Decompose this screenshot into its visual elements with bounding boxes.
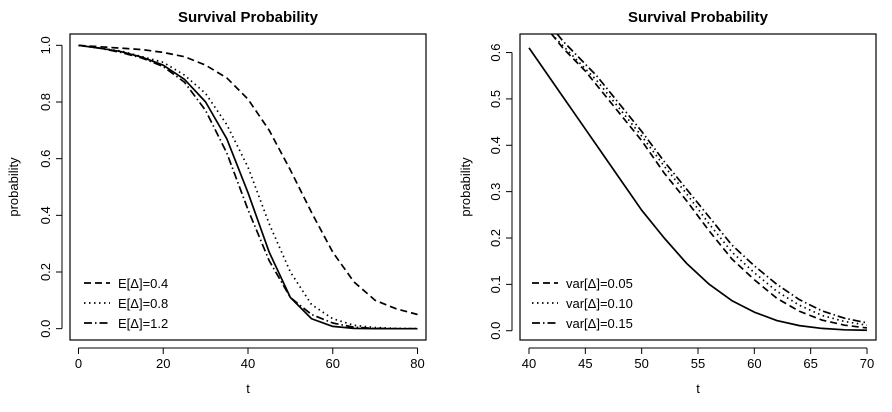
x-tick-label: 45 bbox=[578, 356, 592, 371]
series-line-dashed bbox=[550, 34, 868, 329]
y-tick-label: 1.0 bbox=[38, 36, 53, 54]
series-line-dotted bbox=[78, 44, 418, 330]
legend-label: E[Δ]=1.2 bbox=[118, 316, 168, 331]
plot-frame bbox=[69, 33, 427, 341]
legend-label: var[Δ]=0.15 bbox=[566, 316, 633, 331]
x-tick-label: 65 bbox=[803, 356, 817, 371]
series-line-dashed bbox=[78, 44, 418, 316]
legend-label: E[Δ]=0.4 bbox=[118, 276, 168, 291]
x-tick-label: 80 bbox=[410, 356, 424, 371]
x-tick-label: 40 bbox=[522, 356, 536, 371]
y-tick-label: 0.1 bbox=[488, 275, 503, 293]
series-line-solid bbox=[528, 47, 868, 332]
series-line-dashdot bbox=[556, 34, 868, 324]
y-tick-label: 0.4 bbox=[488, 136, 503, 154]
x-tick-label: 0 bbox=[75, 356, 82, 371]
y-axis-label: probability bbox=[6, 157, 21, 217]
x-axis-label: t bbox=[246, 381, 250, 396]
panel-2: Survival Probability 40 45 50 55 60 65 70 0.0 0.1… bbox=[458, 9, 877, 396]
y-tick-label: 0.3 bbox=[488, 183, 503, 201]
x-tick-label: 60 bbox=[747, 356, 761, 371]
x-tick-label: 50 bbox=[634, 356, 648, 371]
y-tick-label: 0.2 bbox=[488, 229, 503, 247]
y-tick-label: 0.8 bbox=[38, 93, 53, 111]
x-tick-label: 55 bbox=[691, 356, 705, 371]
x-tick-label: 70 bbox=[860, 356, 874, 371]
y-tick-label: 0.6 bbox=[38, 150, 53, 168]
series-line-solid bbox=[78, 44, 418, 330]
y-tick-label: 0.2 bbox=[38, 263, 53, 281]
x-tick-label: 40 bbox=[241, 356, 255, 371]
y-tick-label: 0.0 bbox=[38, 320, 53, 338]
series-line-dotted bbox=[550, 34, 868, 326]
y-tick-label: 0.5 bbox=[488, 90, 503, 108]
y-tick-label: 0.6 bbox=[488, 44, 503, 62]
x-tick-label: 60 bbox=[326, 356, 340, 371]
plot-frame bbox=[519, 33, 877, 341]
legend-label: E[Δ]=0.8 bbox=[118, 296, 168, 311]
panel-1: Survival Probability 0 20 40 60 80 0.0 0.2 0.4 0.… bbox=[6, 9, 427, 396]
legend-label: var[Δ]=0.05 bbox=[566, 276, 633, 291]
y-axis-label: probability bbox=[458, 157, 473, 217]
y-tick-label: 0.0 bbox=[488, 322, 503, 340]
y-tick-label: 0.4 bbox=[38, 206, 53, 224]
chart-title: Survival Probability bbox=[628, 9, 769, 26]
x-axis-label: t bbox=[696, 381, 700, 396]
legend-label: var[Δ]=0.10 bbox=[566, 296, 633, 311]
chart-title: Survival Probability bbox=[178, 9, 319, 26]
x-tick-label: 20 bbox=[156, 356, 170, 371]
